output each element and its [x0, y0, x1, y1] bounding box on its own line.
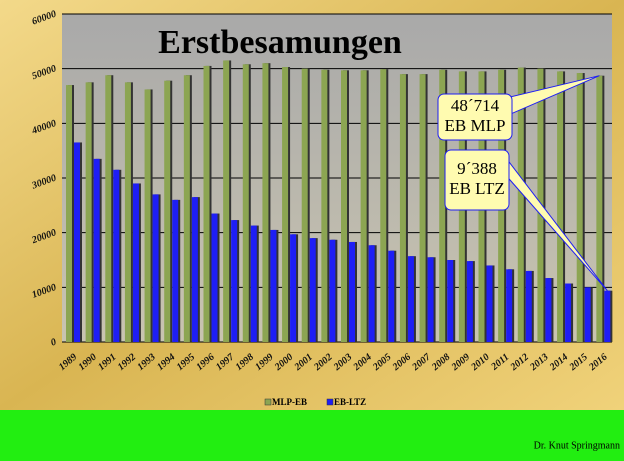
- bar: [290, 234, 297, 342]
- footer-band: [0, 410, 624, 461]
- bar: [565, 283, 572, 342]
- legend-label: MLP-EB: [272, 397, 307, 407]
- bar: [486, 265, 493, 342]
- legend-label: EB-LTZ: [334, 397, 366, 407]
- bar: [191, 197, 198, 342]
- bar: [144, 89, 151, 342]
- callout-text: EB MLP: [445, 116, 506, 135]
- bar: [242, 64, 249, 342]
- callout-text: 9´388: [457, 159, 497, 178]
- bar: [309, 238, 316, 342]
- bar: [525, 270, 532, 342]
- bar: [74, 142, 80, 342]
- bar: [368, 245, 375, 342]
- bar: [419, 74, 426, 342]
- bar: [93, 158, 100, 342]
- bar: [576, 73, 583, 342]
- bar: [360, 70, 367, 342]
- bar: [380, 69, 387, 343]
- callout-box: [437, 93, 513, 141]
- callout-text: EB LTZ: [449, 179, 505, 198]
- bar: [407, 256, 414, 342]
- bar: [466, 261, 473, 342]
- bar: [270, 229, 277, 342]
- callout-box: [444, 149, 510, 211]
- bar: [66, 85, 72, 343]
- bar: [596, 75, 603, 342]
- bar: [301, 68, 308, 343]
- bar: [85, 82, 92, 342]
- bar: [545, 278, 552, 342]
- bar: [584, 287, 591, 342]
- footer-text: Dr. Knut Springmann: [534, 440, 620, 451]
- legend-swatch: [326, 398, 334, 406]
- bar: [113, 169, 120, 342]
- bar: [132, 183, 139, 342]
- callout-text: 48´714: [451, 96, 500, 115]
- bar: [321, 69, 328, 342]
- bar: [341, 70, 347, 342]
- bar: [399, 74, 406, 342]
- bar: [557, 71, 564, 343]
- y-tick-label: 0: [49, 337, 57, 349]
- bar: [211, 213, 218, 342]
- bar: [105, 75, 112, 342]
- bar: [447, 260, 454, 342]
- bar: [329, 239, 336, 342]
- bar: [250, 225, 257, 342]
- bar: [164, 80, 171, 343]
- bar: [124, 82, 131, 342]
- bar: [152, 194, 159, 342]
- bar: [439, 69, 446, 342]
- bar: [506, 269, 513, 342]
- bar: [223, 60, 230, 342]
- bar: [183, 75, 190, 342]
- bar: [203, 65, 210, 342]
- bar: [517, 67, 524, 342]
- chart-title: Erstbesamungen: [158, 24, 402, 61]
- bar: [262, 63, 269, 342]
- legend-swatch: [264, 398, 272, 406]
- bar: [388, 250, 395, 342]
- bar: [604, 290, 611, 342]
- bar: [349, 241, 355, 342]
- bar: [172, 199, 179, 342]
- bar: [231, 220, 238, 342]
- bar: [427, 257, 434, 342]
- bar: [282, 67, 289, 342]
